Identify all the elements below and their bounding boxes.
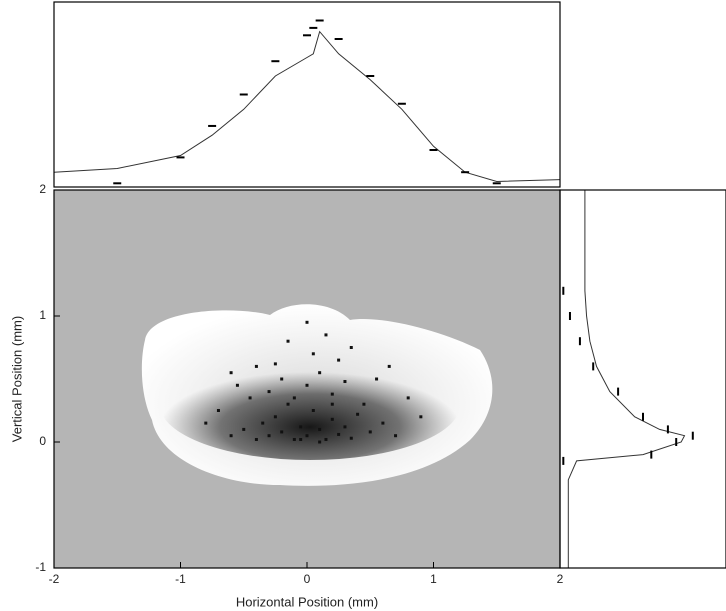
scatter-point [406, 396, 410, 400]
x-tick-label: -2 [49, 572, 60, 586]
x-axis-label: Horizontal Position (mm) [236, 594, 378, 609]
scatter-point [273, 415, 277, 419]
scatter-point [311, 409, 315, 412]
scatter-point [368, 430, 372, 434]
scatter-point [318, 440, 322, 444]
scatter-point [330, 392, 334, 396]
scatter-point [280, 377, 284, 381]
scatter-point [305, 320, 309, 324]
scatter-point [343, 380, 347, 384]
scatter-point [324, 437, 328, 441]
scatter-point [318, 427, 322, 431]
scatter-point [267, 434, 271, 438]
scatter-point [356, 412, 360, 416]
scatter-point [216, 409, 220, 412]
scatter-point [242, 427, 246, 431]
scatter-point [273, 362, 277, 366]
y-tick-label: -1 [35, 560, 46, 574]
scatter-point [229, 434, 233, 438]
y-axis-label: Vertical Position (mm) [9, 316, 24, 442]
scatter-point [318, 371, 322, 375]
scatter-point [375, 377, 379, 381]
scatter-point [254, 437, 258, 441]
x-tick-label: 0 [304, 572, 311, 586]
scatter-point [299, 425, 303, 429]
scatter-point [248, 396, 252, 400]
scatter-point [381, 421, 385, 425]
scatter-point [305, 383, 309, 387]
scatter-point [204, 421, 208, 425]
scatter-point [254, 364, 258, 368]
scatter-point [330, 417, 334, 421]
scatter-point [286, 402, 290, 406]
scatter-point [324, 333, 328, 337]
profile-line [53, 30, 561, 182]
plot-frame [53, 1, 561, 188]
scatter-point [387, 364, 391, 368]
scatter-point [305, 434, 309, 438]
scatter-point [343, 425, 347, 429]
profile-line [567, 190, 686, 568]
scatter-point [286, 339, 290, 343]
scatter-point [235, 383, 239, 387]
y-tick-label: 0 [39, 434, 46, 448]
x-tick-label: 2 [557, 572, 564, 586]
scatter-point [349, 436, 353, 440]
y-tick-label: 2 [39, 182, 46, 196]
scatter-point [280, 430, 284, 434]
beam-core [160, 350, 460, 460]
scatter-point [330, 402, 334, 406]
scatter-point [311, 352, 315, 356]
scatter-point [394, 434, 398, 438]
scatter-point [267, 390, 271, 394]
scatter-point [337, 358, 341, 362]
scatter-point [299, 437, 303, 441]
scatter-point [292, 396, 296, 400]
plot-frame [559, 189, 726, 569]
scatter-point [362, 402, 366, 406]
scatter-point [349, 346, 353, 349]
scatter-point [261, 421, 265, 425]
y-tick-label: 1 [39, 308, 46, 322]
scatter-point [292, 437, 296, 441]
scatter-point [419, 415, 423, 419]
scatter-point [337, 432, 341, 436]
x-tick-label: 1 [430, 572, 437, 586]
x-tick-label: -1 [175, 572, 186, 586]
scatter-point [229, 371, 233, 375]
